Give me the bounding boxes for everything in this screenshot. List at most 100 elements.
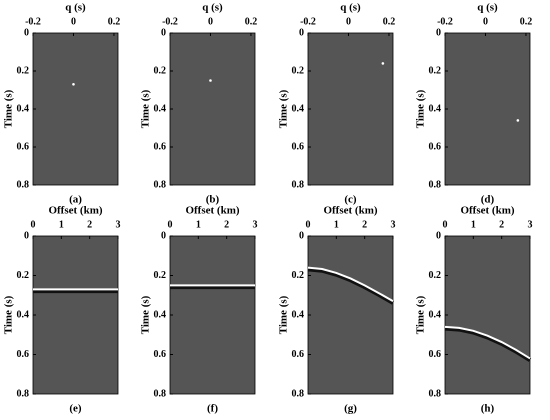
y-tick-label: 0: [436, 230, 441, 241]
y-tick-label: 0: [436, 27, 441, 38]
y-tick-label: 0.6: [154, 141, 167, 152]
y-tick-label: 0.8: [17, 388, 30, 399]
y-tick-label: 0.4: [154, 309, 167, 320]
x-tick-label: 2: [499, 219, 504, 230]
x-tick-label: 1: [59, 219, 64, 230]
plot-background: [444, 32, 531, 186]
event-shadow: [307, 266, 395, 305]
y-tick-label: 0.4: [292, 309, 305, 320]
y-tick-label: 0: [24, 230, 29, 241]
x-tick-label: 0.2: [383, 16, 396, 27]
spike: [381, 62, 385, 65]
y-axis-label: Time (s): [415, 89, 427, 128]
y-tick-label: 0.2: [292, 65, 305, 76]
x-axis-label: q (s): [202, 2, 223, 14]
x-tick-label: 3: [116, 219, 121, 230]
x-tick-label: 0: [306, 219, 311, 230]
y-tick-label: 0: [299, 230, 304, 241]
y-tick-label: 0.6: [429, 141, 442, 152]
plot-background: [307, 235, 394, 395]
y-tick-label: 0.6: [292, 349, 305, 360]
caption: (f): [207, 403, 218, 415]
x-tick-label: 2: [224, 219, 229, 230]
y-tick-label: 0.2: [17, 270, 30, 281]
caption: (b): [206, 194, 220, 206]
y-axis-label: Time (s): [415, 295, 427, 334]
y-tick-label: 0.6: [154, 349, 167, 360]
y-axis-label: Time (s): [278, 295, 290, 334]
x-tick-label: 3: [391, 219, 396, 230]
x-tick-label: 2: [87, 219, 92, 230]
y-tick-label: 0: [161, 27, 166, 38]
x-tick-label: -0.2: [25, 16, 41, 27]
y-tick-label: 0.2: [17, 65, 30, 76]
y-tick-label: 0.8: [292, 388, 305, 399]
y-tick-label: 0.8: [17, 179, 30, 190]
x-tick-label: 0: [443, 219, 448, 230]
x-tick-label: 1: [471, 219, 476, 230]
plot-background: [32, 32, 119, 186]
x-tick-label: 0: [168, 219, 173, 230]
y-axis-label: Time (s): [140, 89, 152, 128]
x-tick-label: 0: [346, 16, 351, 27]
x-tick-label: 0.2: [108, 16, 121, 27]
x-tick-label: 0.2: [245, 16, 258, 27]
y-tick-label: 0.6: [17, 349, 30, 360]
caption: (e): [69, 403, 82, 415]
x-axis-label: q (s): [340, 2, 361, 14]
x-axis-label: Offset (km): [460, 205, 514, 217]
y-tick-label: 0: [299, 27, 304, 38]
plot-background: [32, 235, 119, 395]
y-tick-label: 0: [24, 27, 29, 38]
event: [444, 325, 531, 360]
plot-background: [307, 32, 394, 186]
x-tick-label: 0: [71, 16, 76, 27]
y-tick-label: 0.6: [292, 141, 305, 152]
plot-background: [169, 32, 256, 186]
y-tick-label: 0.2: [154, 65, 167, 76]
y-tick-label: 0.4: [292, 103, 305, 114]
x-tick-label: 1: [196, 219, 201, 230]
y-tick-label: 0.8: [154, 179, 167, 190]
y-axis-label: Time (s): [3, 295, 15, 334]
y-tick-label: 0.2: [429, 270, 442, 281]
y-tick-label: 0.8: [292, 179, 305, 190]
x-axis-label: q (s): [65, 2, 86, 14]
y-tick-label: 0.4: [17, 103, 30, 114]
caption: (a): [69, 194, 82, 206]
x-axis-label: q (s): [477, 2, 498, 14]
x-tick-label: 2: [362, 219, 367, 230]
x-tick-label: 0.2: [520, 16, 533, 27]
x-tick-label: 0: [208, 16, 213, 27]
y-axis-label: Time (s): [278, 89, 290, 128]
caption: (g): [344, 403, 357, 415]
y-tick-label: 0.8: [154, 388, 167, 399]
x-tick-label: -0.2: [162, 16, 178, 27]
x-axis-label: Offset (km): [323, 205, 377, 217]
y-tick-label: 0.8: [429, 388, 442, 399]
x-tick-label: 3: [253, 219, 258, 230]
x-tick-label: -0.2: [300, 16, 316, 27]
y-tick-label: 0.6: [17, 141, 30, 152]
caption: (d): [481, 194, 495, 206]
y-tick-label: 0.2: [429, 65, 442, 76]
spike: [516, 119, 520, 122]
y-tick-label: 0.4: [429, 309, 442, 320]
caption: (h): [481, 403, 495, 415]
y-axis-label: Time (s): [140, 295, 152, 334]
x-tick-label: 0: [483, 16, 488, 27]
x-tick-label: 3: [528, 219, 533, 230]
y-tick-label: 0.2: [292, 270, 305, 281]
plot-background: [444, 235, 531, 395]
x-tick-label: -0.2: [437, 16, 453, 27]
caption: (c): [344, 194, 357, 206]
event-shadow: [444, 326, 532, 362]
y-tick-label: 0.4: [17, 309, 30, 320]
y-tick-label: 0: [161, 230, 166, 241]
y-tick-label: 0.2: [154, 270, 167, 281]
x-axis-label: Offset (km): [185, 205, 239, 217]
x-tick-label: 1: [334, 219, 339, 230]
x-tick-label: 0: [31, 219, 36, 230]
x-axis-label: Offset (km): [48, 205, 102, 217]
